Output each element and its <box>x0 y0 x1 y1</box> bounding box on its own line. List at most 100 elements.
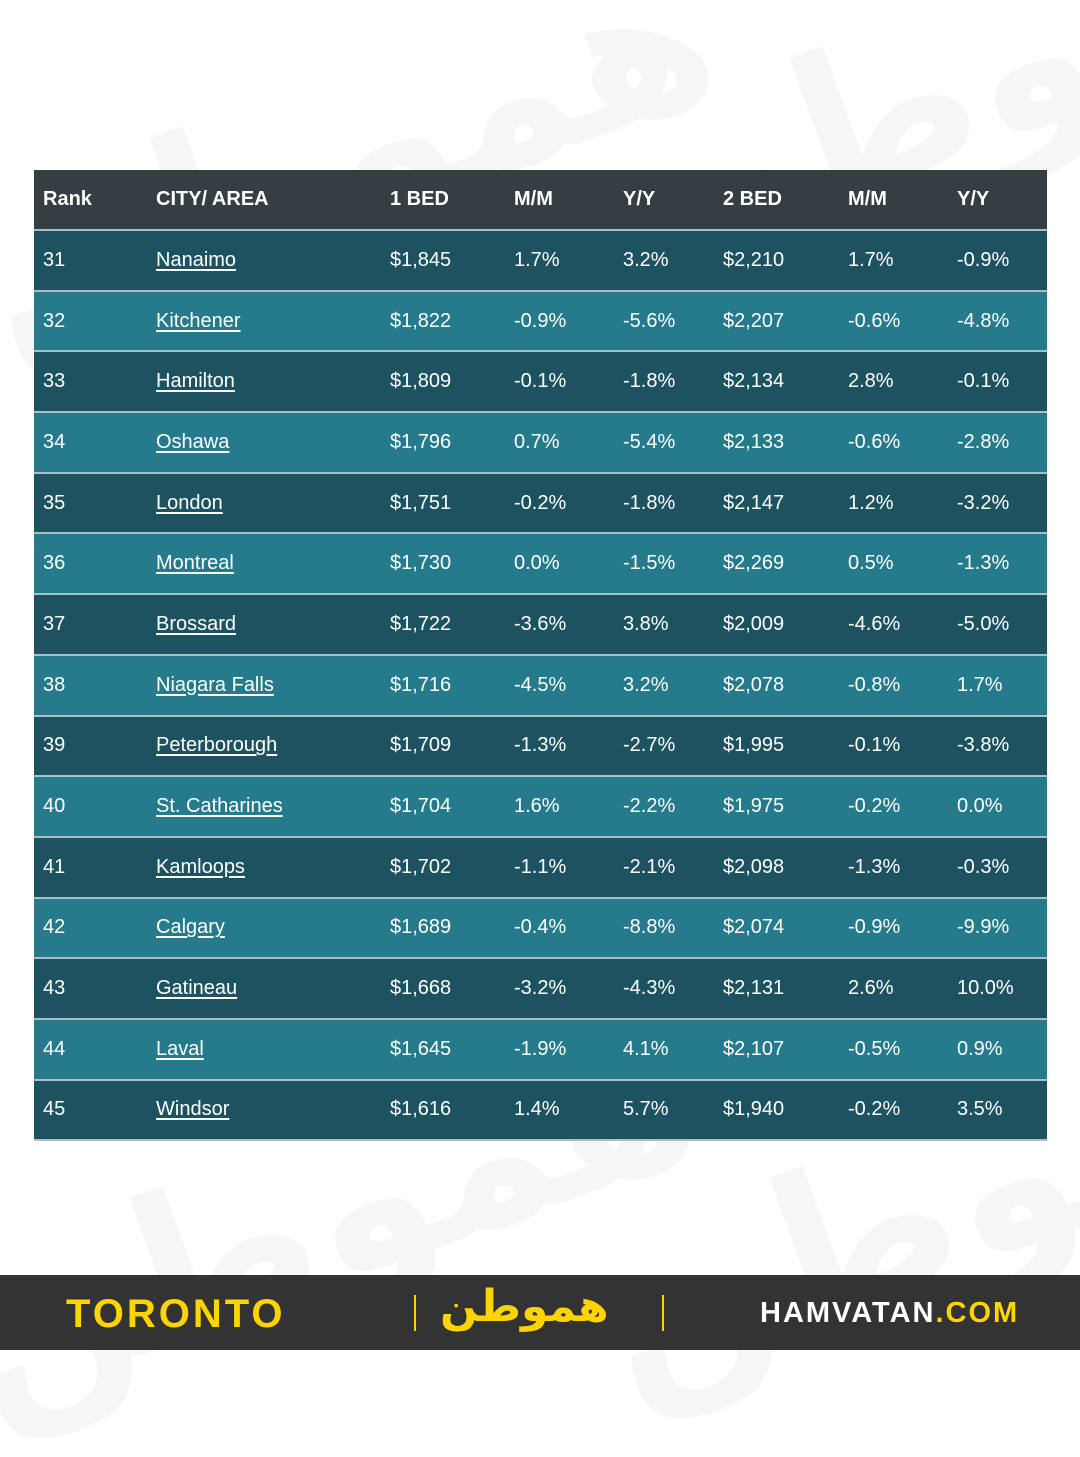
cell-2bed-mm: -0.8% <box>839 654 948 717</box>
cell-rank: 38 <box>34 654 147 717</box>
cell-1bed: $1,709 <box>381 715 505 778</box>
city-link[interactable]: Kamloops <box>156 855 245 878</box>
city-link[interactable]: Montreal <box>156 552 234 575</box>
city-link[interactable]: Windsor <box>156 1098 230 1121</box>
cell-1bed-mm: -4.5% <box>505 654 614 717</box>
cell-2bed: $2,210 <box>714 230 839 292</box>
cell-2bed-yy: 0.0% <box>948 776 1047 838</box>
cell-rank: 34 <box>34 412 147 474</box>
cell-rank: 31 <box>34 230 147 292</box>
city-link[interactable]: Oshawa <box>156 430 230 453</box>
table-row: 42 Calgary $1,689 -0.4% -8.8% $2,074 -0.9% -9.9… <box>34 897 1047 960</box>
cell-rank: 35 <box>34 472 147 535</box>
cell-2bed-mm: -0.5% <box>839 1018 948 1081</box>
header-rank: Rank <box>34 170 147 231</box>
website-link[interactable]: HAMVATAN.COM <box>760 1297 1019 1330</box>
city-link[interactable]: Gatineau <box>156 977 238 1000</box>
cell-2bed-yy: -1.3% <box>948 533 1047 596</box>
cell-1bed-mm: -1.3% <box>505 715 614 778</box>
cell-1bed-yy: -1.8% <box>614 351 714 414</box>
city-link[interactable]: Calgary <box>156 916 225 939</box>
cell-city: Laval <box>147 1018 381 1081</box>
cell-rank: 37 <box>34 594 147 656</box>
cell-1bed: $1,751 <box>381 472 505 535</box>
cell-1bed: $1,730 <box>381 533 505 596</box>
cell-1bed: $1,716 <box>381 654 505 717</box>
cell-1bed-yy: 3.2% <box>614 230 714 292</box>
cell-2bed: $2,074 <box>714 897 839 960</box>
city-link[interactable]: Hamilton <box>156 370 235 393</box>
cell-1bed-mm: 1.4% <box>505 1079 614 1142</box>
cell-rank: 45 <box>34 1079 147 1142</box>
cell-rank: 43 <box>34 958 147 1020</box>
city-link[interactable]: Niagara Falls <box>156 673 274 696</box>
cell-2bed: $2,009 <box>714 594 839 656</box>
divider <box>414 1295 416 1331</box>
cell-city: Niagara Falls <box>147 654 381 717</box>
table-row: 43 Gatineau $1,668 -3.2% -4.3% $2,131 2.6% 10.0… <box>34 958 1047 1020</box>
header-2bed-yy: Y/Y <box>948 170 1047 231</box>
cell-city: Brossard <box>147 594 381 656</box>
cell-rank: 33 <box>34 351 147 414</box>
cell-1bed: $1,689 <box>381 897 505 960</box>
cell-2bed-yy: -3.2% <box>948 472 1047 535</box>
site-domain: .COM <box>935 1297 1020 1329</box>
cell-2bed: $2,207 <box>714 290 839 353</box>
header-2bed-mm: M/M <box>839 170 948 231</box>
cell-1bed: $1,702 <box>381 836 505 899</box>
site-name: HAMVATAN <box>760 1297 936 1329</box>
table-row: 31 Nanaimo $1,845 1.7% 3.2% $2,210 1.7% -0.9% <box>34 230 1047 292</box>
cell-1bed: $1,645 <box>381 1018 505 1081</box>
city-link[interactable]: Kitchener <box>156 309 241 332</box>
city-link[interactable]: Peterborough <box>156 734 278 757</box>
city-link[interactable]: St. Catharines <box>156 795 283 818</box>
cell-2bed-yy: 1.7% <box>948 654 1047 717</box>
cell-city: Kamloops <box>147 836 381 899</box>
cell-2bed-yy: -4.8% <box>948 290 1047 353</box>
city-link[interactable]: Brossard <box>156 612 237 635</box>
cell-rank: 44 <box>34 1018 147 1081</box>
cell-city: Hamilton <box>147 351 381 414</box>
cell-city: St. Catharines <box>147 776 381 838</box>
brand-logo: هموطن <box>440 1281 609 1332</box>
cell-1bed: $1,704 <box>381 776 505 838</box>
cell-2bed: $2,131 <box>714 958 839 1020</box>
city-link[interactable]: Nanaimo <box>156 248 237 271</box>
cell-2bed-mm: -0.2% <box>839 1079 948 1142</box>
cell-1bed: $1,822 <box>381 290 505 353</box>
cell-2bed: $2,107 <box>714 1018 839 1081</box>
footer-city: TORONTO <box>66 1292 286 1336</box>
cell-1bed: $1,809 <box>381 351 505 414</box>
table-header: Rank CITY/ AREA 1 BED M/M Y/Y 2 BED M/M Y/Y <box>34 170 1047 231</box>
table-row: 34 Oshawa $1,796 0.7% -5.4% $2,133 -0.6% -2.8% <box>34 412 1047 474</box>
cell-1bed-yy: -1.8% <box>614 472 714 535</box>
cell-1bed-yy: 3.8% <box>614 594 714 656</box>
table-row: 44 Laval $1,645 -1.9% 4.1% $2,107 -0.5% 0.9% <box>34 1018 1047 1081</box>
cell-1bed: $1,796 <box>381 412 505 474</box>
cell-1bed-mm: -3.2% <box>505 958 614 1020</box>
cell-1bed-yy: -1.5% <box>614 533 714 596</box>
table-row: 38 Niagara Falls $1,716 -4.5% 3.2% $2,078 -0.8… <box>34 654 1047 717</box>
cell-rank: 32 <box>34 290 147 353</box>
cell-2bed-mm: -0.6% <box>839 290 948 353</box>
table-row: 41 Kamloops $1,702 -1.1% -2.1% $2,098 -1.3% -0.… <box>34 836 1047 899</box>
table-row: 35 London $1,751 -0.2% -1.8% $2,147 1.2% -3.2% <box>34 472 1047 535</box>
cell-2bed-mm: -0.2% <box>839 776 948 838</box>
cell-2bed-mm: 0.5% <box>839 533 948 596</box>
cell-1bed-yy: -2.1% <box>614 836 714 899</box>
divider <box>662 1295 664 1331</box>
city-link[interactable]: Laval <box>156 1037 204 1060</box>
cell-rank: 41 <box>34 836 147 899</box>
cell-1bed-mm: -0.4% <box>505 897 614 960</box>
cell-1bed-yy: -5.6% <box>614 290 714 353</box>
cell-1bed: $1,722 <box>381 594 505 656</box>
cell-1bed-mm: 1.7% <box>505 230 614 292</box>
city-link[interactable]: London <box>156 491 223 514</box>
cell-1bed-yy: 3.2% <box>614 654 714 717</box>
table-row: 40 St. Catharines $1,704 1.6% -2.2% $1,975 -0.… <box>34 776 1047 838</box>
cell-1bed: $1,845 <box>381 230 505 292</box>
cell-2bed: $2,133 <box>714 412 839 474</box>
cell-2bed-mm: -1.3% <box>839 836 948 899</box>
cell-1bed-mm: -1.1% <box>505 836 614 899</box>
cell-2bed-yy: -0.9% <box>948 230 1047 292</box>
